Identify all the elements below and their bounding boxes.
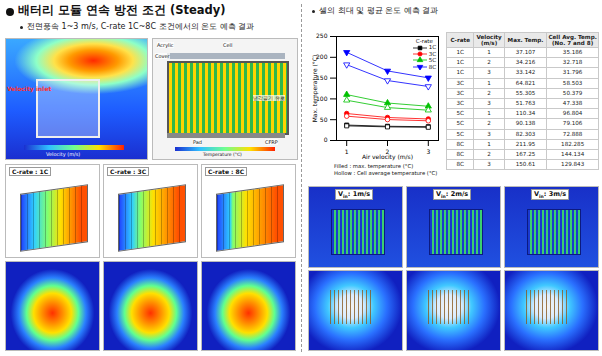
html-text:72.888: 72.888 xyxy=(562,130,583,137)
html-text:37.107: 37.107 xyxy=(515,49,536,55)
html-text:Max. Temp.: Max. Temp. xyxy=(507,36,544,43)
html-text:3: 3 xyxy=(487,100,491,106)
html-text:3: 3 xyxy=(487,161,491,168)
html-text:211.95: 211.95 xyxy=(515,140,536,147)
html-text:Cell Avg. Temp. (No. 7 and 8): Cell Avg. Temp. (No. 7 and 8) xyxy=(548,33,597,46)
html-text:167.25: 167.25 xyxy=(515,151,536,157)
html-text:31.796: 31.796 xyxy=(562,69,583,76)
html-text:Temperature (°C): Temperature (°C) xyxy=(203,152,242,157)
html-text:1: 1 xyxy=(487,140,491,147)
html-text:58.503: 58.503 xyxy=(562,79,583,86)
svg-text:100: 100 xyxy=(316,95,328,102)
html-text:110.34: 110.34 xyxy=(515,110,536,117)
html-text:CFRP: CFRP xyxy=(265,139,278,145)
html-text:Velocity (m/s): Velocity (m/s) xyxy=(476,33,502,46)
html-text:Filled : max. temperature (°C): Filled : max. temperature (°C) xyxy=(334,163,414,169)
html-text:셀의 최대 및 평균 온도 예측 결과: 셀의 최대 및 평균 온도 예측 결과 xyxy=(319,6,439,15)
svg-text:1: 1 xyxy=(345,148,349,155)
html-text:33.142: 33.142 xyxy=(515,69,536,76)
html-text:전면풍속 1~3 m/s, C-rate 1C~8C 조건에: 전면풍속 1~3 m/s, C-rate 1C~8C 조건에서의 온도 예측 결… xyxy=(27,22,255,31)
html-text:129.843: 129.843 xyxy=(561,161,585,168)
html-text:35.186: 35.186 xyxy=(562,49,583,55)
html-text:Cover: Cover xyxy=(155,53,170,59)
svg-text:Max. temperature (°C): Max. temperature (°C) xyxy=(311,55,319,123)
html-text:1C: 1C xyxy=(456,49,464,55)
svg-text:Air velocity (m/s): Air velocity (m/s) xyxy=(362,153,413,161)
html-text:32.718: 32.718 xyxy=(562,59,583,66)
html-text:Vin: 2m/s: Vin: 2m/s xyxy=(436,190,469,200)
html-text:47.338: 47.338 xyxy=(562,100,583,106)
html-text:Hollow : Cell average temperat: Hollow : Cell average temperature (°C) xyxy=(334,169,438,176)
html-text:1: 1 xyxy=(487,49,491,55)
html-text:3: 3 xyxy=(487,69,491,76)
html-text:Vin: 1m/s: Vin: 1m/s xyxy=(338,190,371,200)
html-text:144.134: 144.134 xyxy=(561,151,585,157)
html-text:79.106: 79.106 xyxy=(562,120,583,127)
svg-text:250: 250 xyxy=(316,32,328,39)
html-text:Acrylic: Acrylic xyxy=(157,42,174,48)
svg-text:3: 3 xyxy=(426,148,430,155)
svg-text:0: 0 xyxy=(324,136,328,143)
html-text:Cell: Cell xyxy=(223,42,233,48)
html-text:55.305: 55.305 xyxy=(515,89,536,96)
html-text:3C: 3C xyxy=(456,100,464,106)
html-text:2: 2 xyxy=(487,151,491,157)
html-text:C-rate : 3C: C-rate : 3C xyxy=(110,168,147,175)
html-text:8C: 8C xyxy=(428,63,436,70)
html-text:C-rate : 8C: C-rate : 8C xyxy=(208,168,245,175)
html-text:5C: 5C xyxy=(456,120,464,127)
html-text:96.804: 96.804 xyxy=(562,110,583,117)
html-text:5C: 5C xyxy=(428,57,436,64)
html-text:5C: 5C xyxy=(456,110,464,117)
html-text:64.821: 64.821 xyxy=(515,79,536,86)
html-text:50.379: 50.379 xyxy=(562,89,583,96)
html-text:1C: 1C xyxy=(456,69,464,76)
html-text:2: 2 xyxy=(487,120,491,127)
html-text:51.763: 51.763 xyxy=(515,100,536,106)
html-text:3: 3 xyxy=(487,130,491,137)
html-text:1C: 1C xyxy=(456,59,464,66)
svg-text:150: 150 xyxy=(316,74,328,81)
html-text:1: 1 xyxy=(487,110,491,117)
html-text:5C: 5C xyxy=(456,130,464,137)
html-text:82.303: 82.303 xyxy=(515,130,536,137)
html-text:2: 2 xyxy=(487,89,491,96)
html-text:1C: 1C xyxy=(428,44,436,51)
html-text:냉각공기 유로: 냉각공기 유로 xyxy=(253,95,285,101)
html-text:C-rate: C-rate xyxy=(415,38,433,44)
html-text:Velocity inlet: Velocity inlet xyxy=(7,85,52,92)
html-text:182.285: 182.285 xyxy=(561,140,585,147)
html-text:C-rate: C-rate xyxy=(450,36,470,43)
html-text:34.216: 34.216 xyxy=(515,59,536,66)
html-text:Pad: Pad xyxy=(193,139,202,145)
html-text:Velocity (m/s): Velocity (m/s) xyxy=(46,151,81,157)
html-text:2: 2 xyxy=(487,59,491,66)
html-text:배터리 모듈 연속 방전 조건 (Steady): 배터리 모듈 연속 방전 조건 (Steady) xyxy=(18,3,226,17)
html-text:3C: 3C xyxy=(456,89,464,96)
html-text:8C: 8C xyxy=(456,140,464,147)
html-text:3C: 3C xyxy=(456,79,464,86)
html-text:3C: 3C xyxy=(428,50,436,57)
html-text:Vin: 3m/s: Vin: 3m/s xyxy=(534,190,567,200)
svg-text:2: 2 xyxy=(385,147,390,155)
html-text:150.61: 150.61 xyxy=(515,161,536,168)
html-text:C-rate : 1C: C-rate : 1C xyxy=(12,168,49,175)
html-text:8C: 8C xyxy=(456,151,464,157)
svg-text:50: 50 xyxy=(320,116,328,123)
html-text:8C: 8C xyxy=(456,161,464,168)
html-text:1: 1 xyxy=(487,79,491,86)
html-text:90.138: 90.138 xyxy=(515,120,536,127)
svg-text:200: 200 xyxy=(316,53,328,60)
